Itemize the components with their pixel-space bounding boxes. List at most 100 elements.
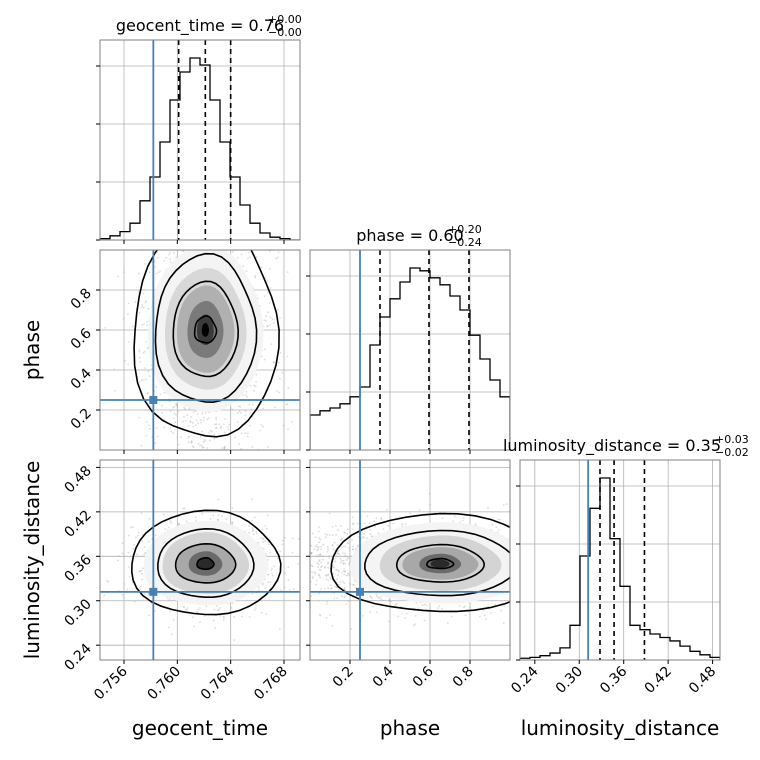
scatter-point: [222, 616, 225, 619]
scatter-point: [332, 534, 334, 537]
scatter-point: [220, 241, 222, 243]
scatter-point: [351, 545, 354, 548]
scatter-point: [298, 538, 300, 540]
scatter-point: [240, 412, 243, 414]
contours: [133, 250, 280, 438]
scatter-point: [377, 532, 380, 535]
scatter-point: [248, 403, 251, 406]
scatter-point: [141, 567, 144, 570]
scatter-point: [231, 507, 234, 510]
scatter-point: [219, 427, 222, 430]
scatter-point: [140, 444, 143, 447]
scatter-point: [135, 536, 137, 539]
scatter-point: [441, 517, 444, 519]
contour-line: [396, 543, 486, 583]
scatter-point: [188, 213, 190, 215]
scatter-point: [147, 370, 150, 373]
scatter-point: [502, 622, 505, 624]
scatter-point: [318, 568, 321, 571]
scatter-point: [345, 574, 348, 577]
histogram-step: [310, 267, 510, 450]
scatter-point: [397, 615, 400, 618]
scatter-point: [530, 575, 532, 577]
scatter-point: [348, 573, 350, 576]
scatter-point: [317, 546, 320, 548]
scatter-point: [264, 320, 267, 322]
scatter-point: [255, 604, 257, 607]
scatter-point: [421, 604, 424, 607]
scatter-point: [369, 528, 371, 531]
scatter-point: [438, 605, 441, 608]
scatter-point: [155, 385, 158, 388]
scatter-point: [425, 604, 428, 607]
scatter-point: [223, 446, 226, 449]
scatter-point: [270, 569, 272, 572]
scatter-point: [216, 605, 219, 608]
scatter-point: [181, 250, 184, 253]
contours: [130, 509, 282, 616]
scatter-point: [257, 586, 260, 589]
scatter-point: [226, 220, 228, 222]
scatter-point: [197, 442, 200, 445]
scatter-point: [334, 557, 337, 560]
scatter-point: [103, 594, 106, 597]
scatter-point: [185, 520, 188, 523]
x-tick-label: 0.48: [686, 664, 719, 697]
title-geocent-time-upper: +0.00: [268, 13, 302, 26]
scatter-point: [148, 375, 151, 378]
scatter-point: [237, 405, 240, 408]
scatter-point: [317, 563, 320, 566]
scatter-point: [169, 258, 172, 260]
scatter-point: [240, 432, 243, 435]
scatter-point: [200, 419, 202, 421]
scatter-point: [318, 573, 320, 576]
scatter-point: [267, 581, 270, 584]
scatter-point: [245, 270, 248, 272]
scatter-point: [260, 611, 263, 614]
scatter-point: [326, 550, 329, 553]
scatter-point: [331, 544, 334, 547]
scatter-point: [236, 412, 239, 414]
scatter-point: [195, 419, 198, 422]
scatter-point: [140, 379, 143, 382]
scatter-point: [315, 583, 317, 586]
scatter-point: [140, 569, 143, 572]
contour-line: [196, 557, 215, 570]
scatter-point: [151, 261, 153, 263]
scatter-point: [141, 572, 143, 575]
scatter-point: [132, 526, 134, 529]
scatter-point: [141, 540, 144, 543]
scatter-point: [200, 229, 202, 231]
scatter-point: [223, 448, 226, 450]
scatter-point: [226, 426, 229, 428]
scatter-point: [212, 619, 215, 622]
scatter-point: [150, 602, 153, 605]
scatter-point: [423, 619, 426, 622]
scatter-point: [147, 391, 149, 394]
scatter-point: [495, 526, 498, 529]
scatter-point: [205, 605, 208, 608]
scatter-point: [146, 324, 149, 327]
scatter-point: [301, 319, 303, 321]
scatter-point: [177, 410, 180, 413]
scatter-point: [339, 524, 342, 527]
scatter-point: [342, 545, 345, 548]
scatter-point: [355, 547, 357, 550]
scatter-point: [202, 203, 204, 205]
scatter-point: [327, 562, 329, 565]
scatter-point: [206, 242, 208, 244]
scatter-point: [145, 340, 148, 343]
scatter-point: [213, 433, 216, 436]
scatter-point: [201, 412, 204, 415]
scatter-point: [156, 435, 159, 438]
scatter-point: [117, 275, 120, 278]
scatter-point: [127, 363, 130, 366]
scatter-point: [187, 436, 190, 439]
contour-line: [174, 542, 237, 584]
scatter-point: [373, 520, 376, 523]
scatter-point: [255, 373, 258, 376]
scatter-point: [248, 251, 251, 254]
scatter-point: [231, 251, 234, 253]
scatter-point: [271, 572, 273, 575]
scatter-point: [379, 596, 382, 598]
